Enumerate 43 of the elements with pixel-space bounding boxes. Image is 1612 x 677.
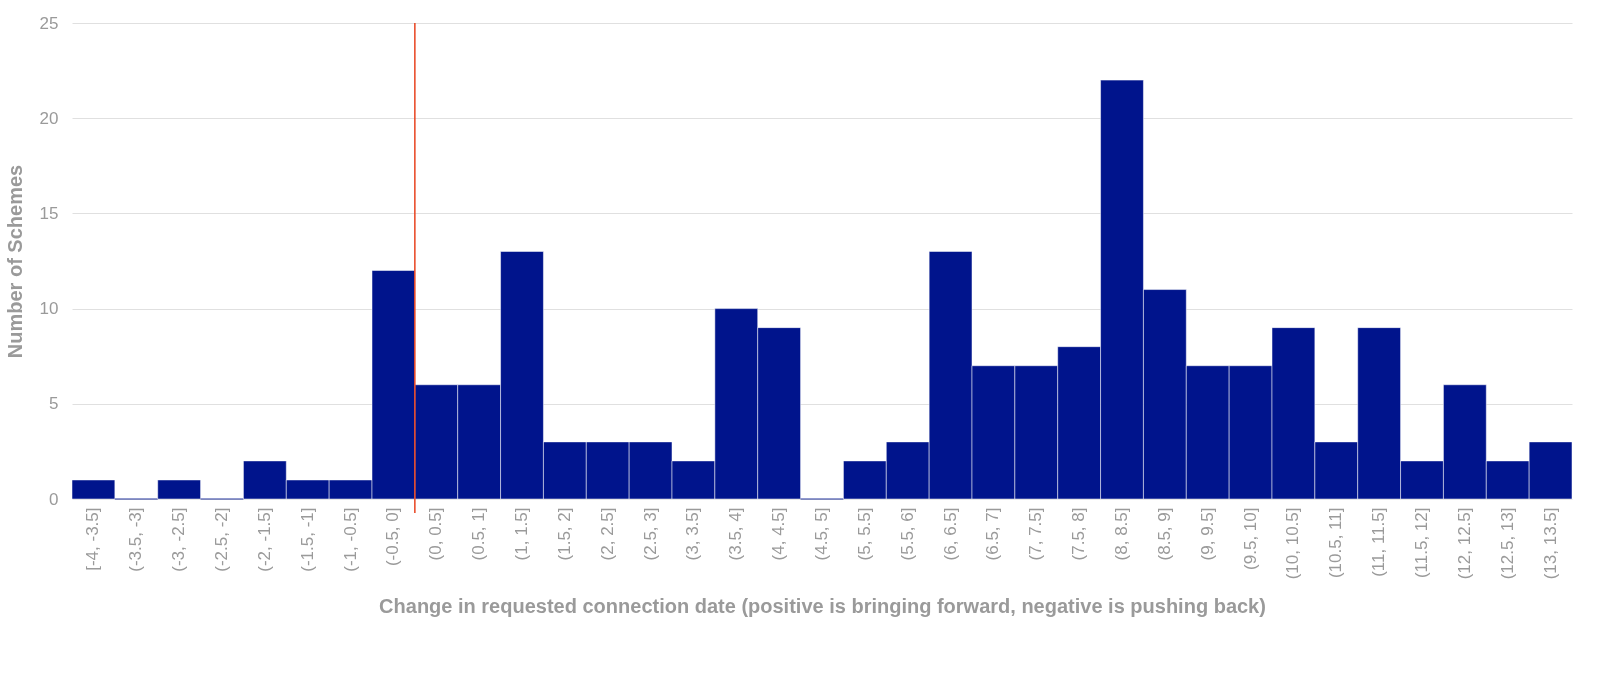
x-tick-label: (0, 0.5] xyxy=(426,507,446,561)
x-tick-label: (-2.5, -2] xyxy=(212,507,231,572)
x-tick-label: (5, 5.5] xyxy=(854,507,874,561)
x-tick-label: (7.5, 8] xyxy=(1069,507,1089,561)
x-tick-label: (8, 8.5] xyxy=(1112,507,1131,561)
x-tick-label: (3, 3.5] xyxy=(683,507,703,561)
x-tick-label: (1.5, 2] xyxy=(554,507,574,561)
y-tick-label: 15 xyxy=(39,203,59,223)
x-tick-label: (4.5, 5] xyxy=(812,507,831,561)
x-axis-title: Change in requested connection date (positive is bringing forward, negative is pushing back) xyxy=(379,595,1266,618)
x-tick-label: (12.5, 13] xyxy=(1497,507,1517,580)
x-tick-label: (-1.5, -1] xyxy=(297,507,317,572)
x-tick-label: (-2, -1.5] xyxy=(254,507,274,572)
x-tick-label: (3.5, 4] xyxy=(726,507,746,561)
x-tick-label: (4, 4.5] xyxy=(769,507,789,561)
x-tick-label: (11, 11.5] xyxy=(1369,507,1389,577)
x-tick-label: (10.5, 11] xyxy=(1326,507,1346,579)
x-tick-label: (-1, -0.5] xyxy=(340,507,360,572)
y-tick-label: 25 xyxy=(39,13,59,33)
x-tick-label: (6, 6.5] xyxy=(940,507,960,561)
x-tick-label: (-3.5, -3] xyxy=(126,507,146,572)
y-tick-label: 20 xyxy=(39,108,59,128)
x-tick-label: (0.5, 1] xyxy=(469,507,489,561)
y-tick-label: 5 xyxy=(49,394,59,414)
x-tick-label: (8.5, 9] xyxy=(1154,507,1174,561)
x-tick-label: (7, 7.5] xyxy=(1026,507,1046,561)
x-tick-label: (13, 13.5] xyxy=(1540,507,1560,580)
x-tick-label: (10, 10.5] xyxy=(1283,507,1303,580)
y-tick-label: 0 xyxy=(49,489,59,509)
x-tick-label: (-0.5, 0] xyxy=(383,507,403,567)
x-tick-label: (5.5, 6] xyxy=(897,507,917,561)
x-tick-label: (11.5, 12] xyxy=(1412,507,1431,579)
y-axis-title: Number of Schemes xyxy=(3,164,26,359)
x-tick-label: [-4, -3.5] xyxy=(83,507,103,571)
x-tick-label: (-3, -2.5] xyxy=(169,507,189,572)
x-tick-label: (2, 2.5] xyxy=(597,507,617,561)
x-tick-label: (9, 9.5] xyxy=(1197,507,1217,561)
x-tick-label: (9.5, 10] xyxy=(1240,507,1260,570)
x-tick-label: (2.5, 3] xyxy=(640,507,660,561)
x-tick-label: (1, 1.5] xyxy=(512,507,531,561)
x-tick-label: (6.5, 7] xyxy=(983,507,1003,561)
x-tick-label: (12, 12.5] xyxy=(1454,507,1474,580)
y-tick-label: 10 xyxy=(39,299,59,319)
